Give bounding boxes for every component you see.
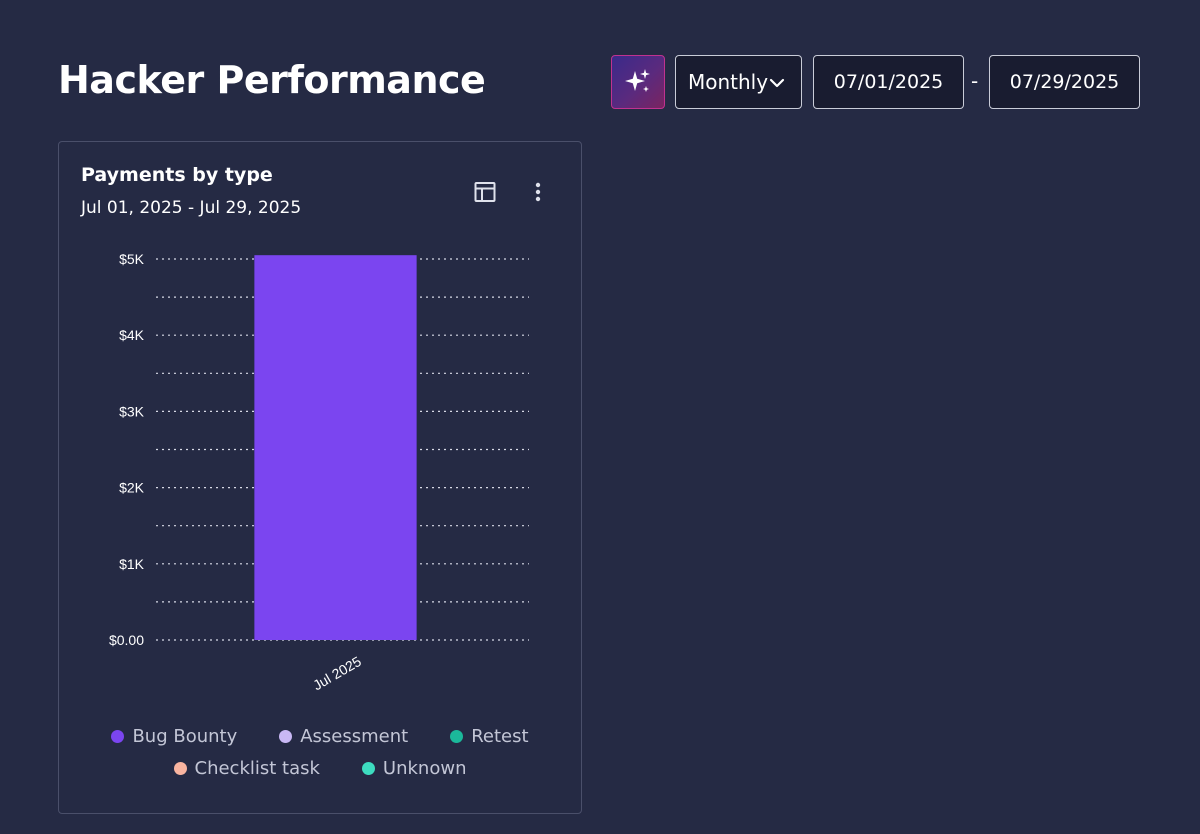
legend-dot: [450, 729, 464, 743]
y-tick-label: $0.00: [109, 632, 144, 648]
chart-legend: Bug Bounty Assessment Retest Checklist task…: [59, 720, 581, 784]
y-tick-label: $2K: [119, 480, 145, 496]
bar-bug-bounty[interactable]: [254, 255, 417, 640]
legend-label: Assessment: [300, 725, 409, 747]
chevron-down-icon: [769, 78, 785, 88]
legend-item-checklist-task[interactable]: Checklist task: [173, 757, 320, 779]
legend-item-assessment[interactable]: Assessment: [279, 726, 408, 747]
card-subtitle: Jul 01, 2025 - Jul 29, 2025: [81, 198, 302, 218]
legend-item-retest[interactable]: Retest: [450, 725, 529, 747]
legend-item-bug-bounty[interactable]: Bug Bounty: [111, 726, 237, 747]
period-select-value: Monthly: [688, 70, 769, 94]
x-tick-label: Jul 2025: [310, 653, 364, 693]
ai-insights-button[interactable]: [611, 55, 665, 109]
y-tick-label: $3K: [119, 403, 145, 419]
more-options-button[interactable]: [522, 176, 554, 208]
y-tick-label: $1K: [119, 556, 145, 572]
legend-row: Bug Bounty Assessment Retest: [59, 720, 581, 752]
date-range-separator: -: [971, 69, 979, 93]
legend-label: Unknown: [382, 757, 467, 779]
y-tick-label: $5K: [119, 251, 145, 267]
legend-dot: [173, 761, 187, 775]
payments-bar-chart: $0.00 $1K $2K $3K $4K $5K Jul 2025: [109, 251, 529, 693]
table-icon: [474, 182, 496, 202]
card-title: Payments by type: [81, 164, 273, 186]
legend-dot: [361, 761, 375, 775]
legend-row: Checklist task Unknown: [59, 752, 581, 784]
start-date-input[interactable]: 07/01/2025: [813, 55, 964, 109]
legend-item-unknown[interactable]: Unknown: [361, 757, 467, 779]
legend-label: Bug Bounty: [132, 725, 238, 747]
y-tick-label: $4K: [119, 327, 145, 343]
page-title: Hacker Performance: [58, 58, 486, 102]
sparkles-icon: [625, 69, 650, 92]
legend-dot: [111, 729, 125, 743]
legend-label: Checklist task: [194, 757, 320, 779]
payments-by-type-card: Payments by type Jul 01, 2025 - Jul 29, …: [58, 141, 582, 814]
legend-label: Retest: [471, 725, 529, 747]
table-view-button[interactable]: [469, 176, 501, 208]
legend-dot: [279, 729, 293, 743]
end-date-input[interactable]: 07/29/2025: [989, 55, 1140, 109]
more-vertical-icon: [535, 182, 541, 202]
period-select[interactable]: Monthly: [675, 55, 802, 109]
